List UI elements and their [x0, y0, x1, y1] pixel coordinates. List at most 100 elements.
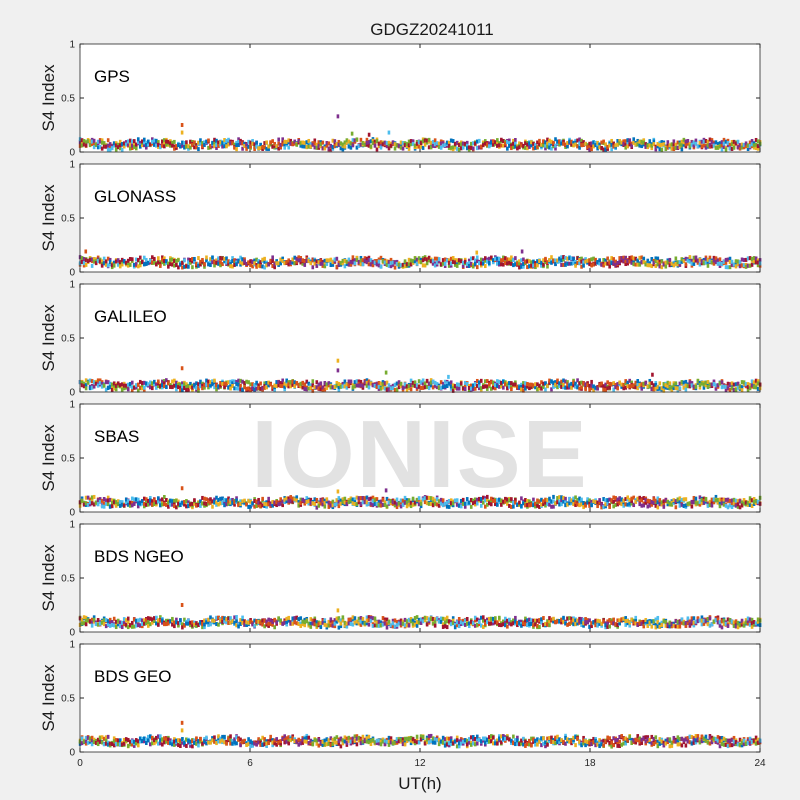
data-point	[682, 137, 686, 142]
data-point	[473, 386, 477, 391]
data-point	[584, 503, 587, 508]
data-point	[171, 616, 174, 621]
data-point	[277, 137, 280, 142]
data-point	[241, 615, 244, 620]
data-point	[492, 380, 495, 385]
data-point	[602, 387, 605, 392]
data-point	[550, 504, 553, 509]
data-point	[84, 262, 88, 267]
data-point	[199, 620, 202, 625]
data-point	[333, 257, 337, 262]
data-point	[682, 385, 686, 390]
data-point	[453, 260, 457, 265]
data-point	[566, 141, 569, 146]
data-point	[530, 260, 533, 265]
data-point	[500, 137, 503, 142]
data-point	[407, 623, 411, 628]
data-point	[275, 503, 278, 508]
data-point	[449, 145, 453, 150]
data-point	[604, 142, 607, 147]
data-point	[542, 143, 545, 148]
data-point	[680, 502, 684, 507]
data-point	[546, 137, 549, 142]
data-point	[337, 499, 341, 504]
plot-area	[80, 44, 760, 152]
data-point	[576, 261, 579, 266]
data-point	[179, 503, 182, 508]
data-point	[461, 618, 465, 623]
data-point	[235, 143, 238, 148]
data-point	[173, 258, 176, 263]
data-point	[100, 384, 104, 389]
data-point	[271, 499, 274, 504]
data-point	[227, 137, 230, 142]
data-point	[281, 137, 284, 142]
data-point	[606, 501, 609, 506]
data-point	[722, 499, 726, 504]
data-point	[261, 622, 264, 627]
data-point	[433, 263, 437, 268]
data-point	[331, 260, 335, 265]
data-point	[293, 384, 297, 389]
data-point	[612, 504, 615, 509]
data-point	[692, 258, 696, 263]
data-point	[365, 383, 369, 388]
data-point	[457, 258, 461, 263]
data-point	[299, 143, 303, 148]
data-point	[638, 255, 642, 260]
data-point	[684, 387, 688, 392]
data-point	[554, 501, 557, 506]
data-point	[748, 502, 752, 507]
data-point	[297, 500, 301, 505]
data-point	[229, 261, 232, 266]
data-point	[327, 619, 331, 624]
data-point	[692, 143, 696, 148]
data-point	[315, 497, 319, 502]
data-point	[153, 382, 156, 387]
data-point	[455, 623, 459, 628]
y-axis-label: S4 Index	[39, 184, 58, 252]
data-point	[295, 142, 299, 147]
data-point	[383, 260, 387, 265]
data-point	[752, 259, 756, 264]
data-point	[98, 259, 102, 264]
data-point	[153, 256, 156, 261]
data-point	[706, 139, 710, 144]
data-point	[455, 382, 459, 387]
data-point	[473, 497, 477, 502]
data-point	[401, 141, 405, 146]
data-point	[433, 261, 437, 266]
data-point	[526, 499, 529, 504]
data-point	[492, 139, 495, 144]
data-point	[461, 386, 465, 391]
data-point	[151, 137, 154, 142]
data-point	[171, 257, 174, 262]
y-tick-label: 0	[69, 628, 75, 639]
data-point	[552, 619, 555, 624]
data-point	[301, 144, 305, 149]
data-point	[544, 146, 547, 151]
data-point	[281, 258, 284, 263]
data-point	[142, 501, 146, 506]
data-point	[492, 616, 495, 621]
data-point	[600, 262, 603, 267]
data-point	[379, 623, 383, 628]
data-point	[552, 144, 555, 149]
data-point	[455, 258, 459, 263]
data-point	[367, 618, 371, 623]
data-point	[100, 381, 104, 386]
data-point	[726, 141, 730, 146]
data-point	[734, 382, 738, 387]
data-point	[165, 497, 168, 502]
data-point	[357, 616, 361, 621]
data-point	[704, 499, 708, 504]
data-point	[542, 622, 545, 627]
data-point	[636, 142, 640, 147]
data-point	[173, 498, 176, 503]
data-point	[506, 618, 509, 623]
data-point	[445, 381, 449, 386]
data-point	[544, 143, 547, 148]
data-point	[387, 263, 391, 268]
data-point	[389, 498, 393, 503]
